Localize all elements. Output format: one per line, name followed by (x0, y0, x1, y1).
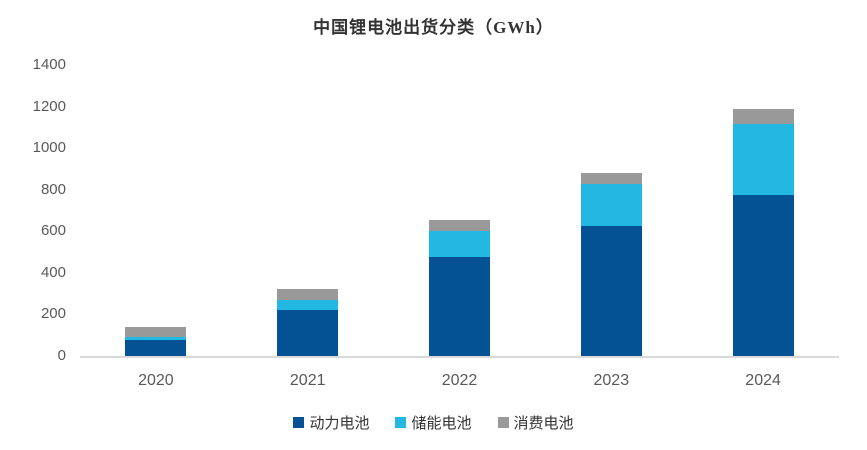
bar-2020-consumer-battery-segment (125, 327, 187, 337)
bar-2023-storage-battery-segment (580, 184, 642, 227)
x-tick-label-2022: 2022 (441, 372, 478, 389)
y-tick-label: 600 (40, 222, 66, 240)
y-tick-label: 1000 (32, 139, 66, 157)
legend: 动力电池 储能电池 消费电池 (0, 412, 867, 433)
y-tick-label: 1400 (32, 56, 66, 73)
legend-swatch-power-battery (293, 417, 305, 428)
bar-2021-storage-battery-segment (277, 300, 339, 311)
x-tick-label-2021: 2021 (289, 372, 326, 389)
y-tick-label: 1200 (32, 97, 66, 115)
bar-2021-power-battery-segment (277, 310, 339, 357)
y-tick-label: 400 (40, 263, 66, 281)
bar-2024-consumer-battery-segment (732, 109, 794, 125)
legend-item-power-battery: 动力电池 (293, 412, 369, 433)
x-tick-label-2023: 2023 (593, 372, 630, 389)
y-tick-label: 0 (57, 347, 66, 364)
legend-item-consumer-battery: 消费电池 (497, 412, 574, 433)
legend-label-consumer-battery: 消费电池 (513, 416, 574, 432)
chart-title: 中国锂电池出货分类（GWh） (313, 18, 554, 37)
bar-2022-storage-battery-segment (429, 230, 490, 258)
bar-2023-power-battery-segment (580, 226, 642, 357)
legend-swatch-storage-battery (395, 417, 407, 428)
bar-2024-power-battery-segment (732, 194, 794, 357)
bar-2021-consumer-battery-segment (277, 289, 339, 301)
legend-item-storage-battery: 储能电池 (395, 412, 472, 433)
bar-2022-consumer-battery-segment (429, 219, 490, 231)
bar-2022-power-battery-segment (429, 257, 490, 357)
x-tick-label-2024: 2024 (745, 372, 781, 389)
y-tick-label: 200 (40, 305, 66, 323)
bar-2023-consumer-battery-segment (580, 173, 642, 185)
x-tick-label-2020: 2020 (138, 372, 174, 389)
legend-label-storage-battery: 储能电池 (411, 416, 472, 432)
bar-2024-storage-battery-segment (732, 124, 794, 195)
legend-swatch-consumer-battery (497, 417, 509, 428)
legend-label-power-battery: 动力电池 (309, 416, 370, 432)
y-tick-label: 800 (40, 180, 66, 198)
bar-2020-storage-battery-segment (125, 336, 187, 341)
x-axis-line (80, 356, 839, 358)
bar-2020-power-battery-segment (125, 340, 187, 357)
